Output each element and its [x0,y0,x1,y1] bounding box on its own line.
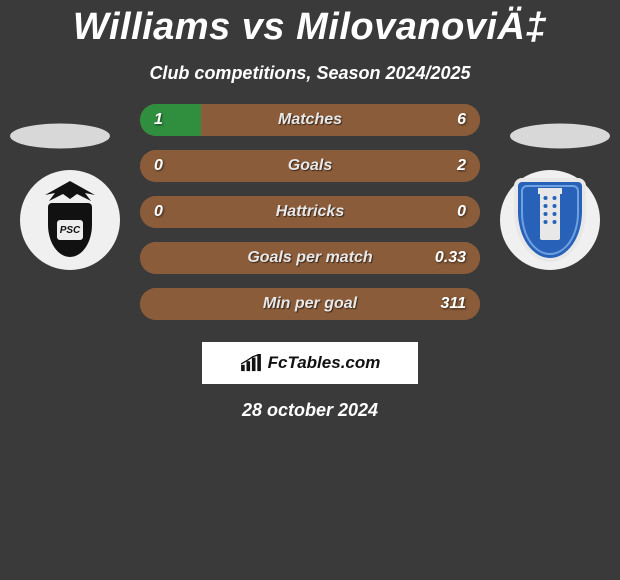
stat-bar: 0Hattricks0 [140,196,480,228]
team-badge-right [500,170,600,270]
bar-value-right: 6 [457,111,466,129]
decor-ellipse-left [10,124,110,149]
page-subtitle: Club competitions, Season 2024/2025 [0,63,620,84]
date-text: 28 october 2024 [0,400,620,421]
bar-label: Min per goal [140,295,480,313]
bars-icon [240,354,262,372]
bar-label: Goals [140,157,480,175]
bar-value-left: 0 [154,203,163,221]
crest-left-icon: PSC [35,179,105,261]
stat-bar: Min per goal311 [140,288,480,320]
stat-bar: 0Goals2 [140,150,480,182]
crest-right-icon [514,178,586,262]
bar-value-right: 311 [440,295,466,313]
bar-value-right: 2 [457,157,466,175]
bar-value-left: 0 [154,157,163,175]
bar-value-left: 1 [154,111,163,129]
bar-label: Hattricks [140,203,480,221]
brand-text: FcTables.com [268,353,381,373]
stat-bar: 1Matches6 [140,104,480,136]
bar-label: Goals per match [140,249,480,267]
stat-bar: Goals per match0.33 [140,242,480,274]
bar-label: Matches [140,111,480,129]
eagle-icon [35,179,105,205]
comparison-bars: 1Matches60Goals20Hattricks0Goals per mat… [140,104,480,320]
crest-left-text: PSC [57,220,83,240]
bar-value-right: 0.33 [435,249,466,267]
bar-value-right: 0 [457,203,466,221]
shield-icon: PSC [48,203,92,257]
team-badge-left: PSC [20,170,120,270]
page-title: Williams vs MilovanoviÄ‡ [0,0,620,49]
decor-ellipse-right [510,124,610,149]
brand-box[interactable]: FcTables.com [202,342,418,384]
